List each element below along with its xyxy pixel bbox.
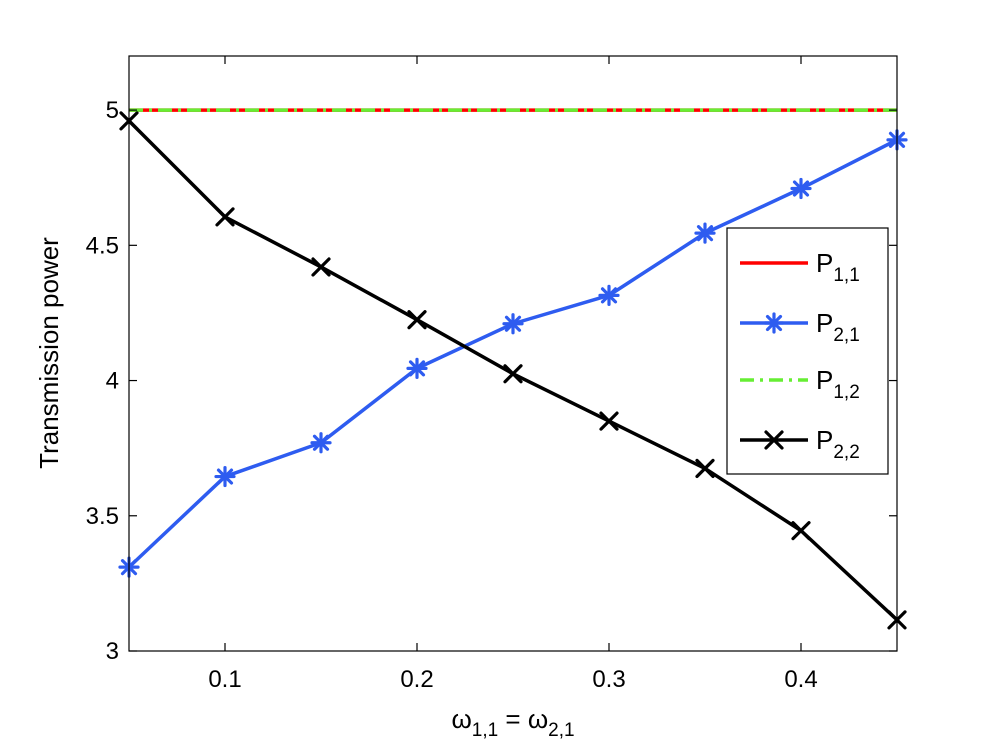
x-axis-label-equals: = ω <box>498 704 548 734</box>
data-point-2-1-1 <box>214 465 236 488</box>
data-point-2-2-4 <box>503 364 523 384</box>
x-axis-label-omega-1: ω <box>451 704 471 734</box>
legend: P1,1 P2,1 P1,2 P2,2 <box>726 227 889 475</box>
y-axis-label: Transmission power <box>34 237 64 469</box>
x-tick-label: 0.4 <box>784 666 817 693</box>
data-point-2-2-6 <box>695 458 715 479</box>
series-layer <box>118 108 908 630</box>
legend-label: P1,1 <box>816 248 860 286</box>
x-tick-label: 0.1 <box>208 666 241 693</box>
data-point-2-1-6 <box>694 222 716 244</box>
y-tick-label: 4 <box>106 368 119 395</box>
data-point-2-1-4 <box>502 313 524 335</box>
x-tick-label: 0.3 <box>592 666 625 693</box>
data-point-2-2-3 <box>407 310 427 330</box>
legend-item-1-1: P1,1 <box>740 248 860 286</box>
x-axis-label-sub-2: 2,1 <box>548 720 574 741</box>
legend-label: P2,1 <box>816 308 860 346</box>
data-point-2-1-7 <box>790 177 812 200</box>
x-axis-label: ω1,1 = ω2,1 <box>451 704 574 741</box>
x-axis-label-sub-1: 1,1 <box>472 720 498 741</box>
data-point-2-2-7 <box>791 521 811 541</box>
legend-item-1-2: P1,2 <box>740 365 860 403</box>
legend-marker <box>764 430 784 450</box>
y-tick-label: 4.5 <box>86 232 119 259</box>
y-tick-label: 3 <box>106 638 119 665</box>
data-point-2-1-2 <box>310 432 332 454</box>
axes-box <box>128 55 898 652</box>
axes <box>128 55 898 652</box>
legend-label: P2,2 <box>816 425 860 463</box>
ticks: 0.1 0.2 0.3 0.4 3 3.5 4 4.5 5 <box>86 56 897 693</box>
y-tick-label: 5 <box>106 97 119 124</box>
data-point-2-1-5 <box>598 284 620 306</box>
legend-box <box>726 227 889 475</box>
data-point-2-2-5 <box>599 411 619 431</box>
legend-label: P1,2 <box>816 365 860 403</box>
legend-marker <box>763 312 785 334</box>
data-point-2-2-1 <box>215 207 235 227</box>
x-tick-label: 0.2 <box>400 666 433 693</box>
legend-item-2-1: P2,1 <box>740 308 860 346</box>
legend-item-2-2: P2,2 <box>740 425 860 463</box>
y-tick-label: 3.5 <box>86 503 119 530</box>
data-point-2-1-3 <box>406 357 428 379</box>
data-point-2-2-2 <box>311 257 331 277</box>
